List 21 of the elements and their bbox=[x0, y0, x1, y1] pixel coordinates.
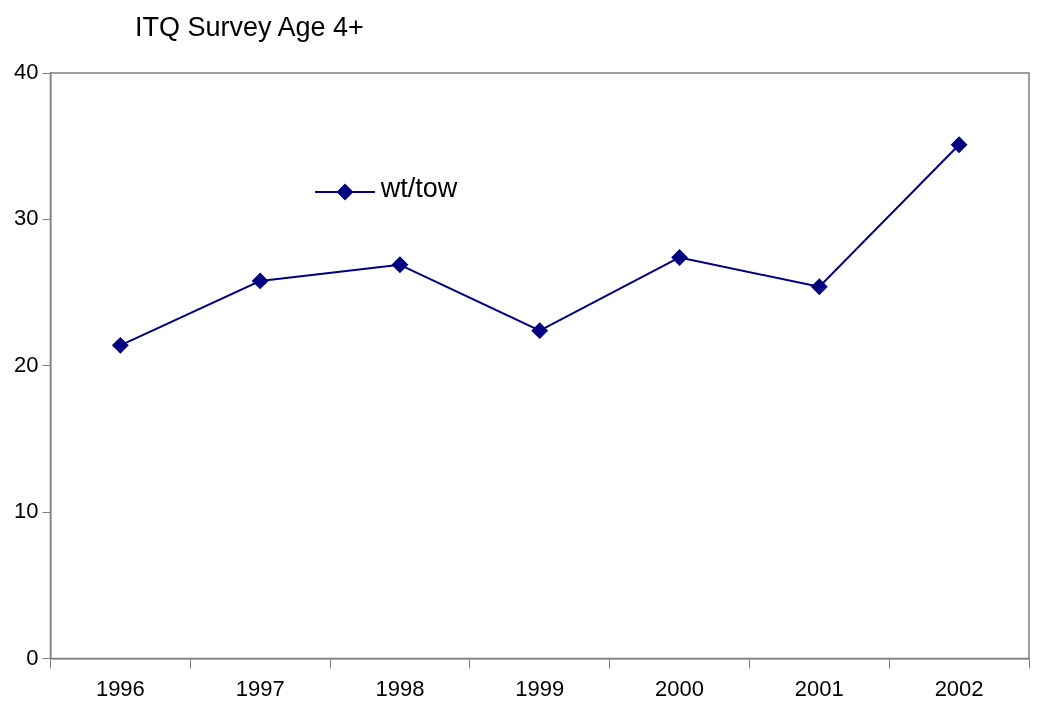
point bbox=[252, 272, 269, 289]
point bbox=[531, 322, 548, 339]
x-tick-label: 2002 bbox=[934, 675, 984, 701]
x-tick-label: 2000 bbox=[655, 675, 704, 701]
y-tick-label: 0 bbox=[26, 644, 39, 670]
point bbox=[671, 249, 688, 266]
y-tick-label: 20 bbox=[13, 351, 39, 377]
x-tick-label: 1998 bbox=[375, 675, 425, 701]
point bbox=[112, 337, 129, 354]
y-tick-label: 40 bbox=[13, 59, 39, 85]
x-tick-label: 1999 bbox=[515, 675, 565, 701]
legend-label: wt/tow bbox=[380, 172, 458, 204]
point bbox=[811, 278, 828, 295]
x-tick-label: 1996 bbox=[95, 675, 145, 701]
x-tick-label: 1997 bbox=[235, 675, 285, 701]
x-tick-label: 2001 bbox=[794, 675, 844, 701]
y-tick-label: 10 bbox=[13, 498, 39, 524]
point bbox=[951, 136, 968, 153]
y-tick-label: 30 bbox=[13, 205, 39, 231]
point bbox=[391, 256, 408, 273]
chart-title: ITQ Survey Age 4+ bbox=[135, 12, 364, 43]
